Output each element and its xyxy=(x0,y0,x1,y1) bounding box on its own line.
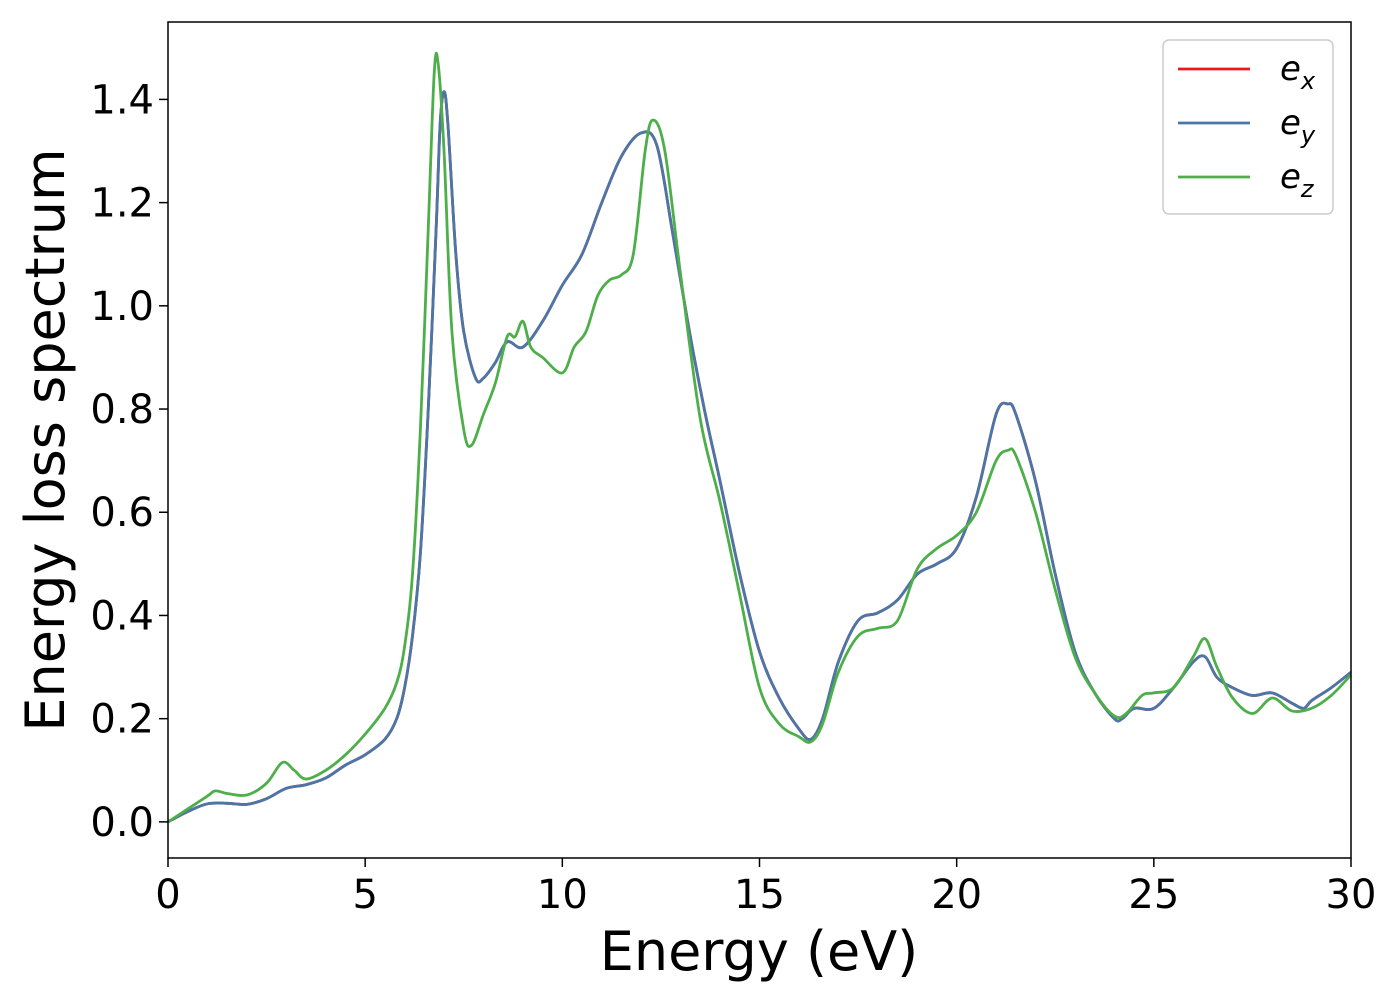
x-tick-label: 20 xyxy=(931,872,982,918)
y-tick-label: 1.4 xyxy=(90,77,154,123)
x-tick-label: 5 xyxy=(352,872,377,918)
x-axis-ticks: 0 5 10 15 20 25 30 xyxy=(155,858,1376,918)
x-tick-label: 25 xyxy=(1128,872,1179,918)
y-tick-label: 0.2 xyxy=(90,697,154,743)
y-tick-label: 1.2 xyxy=(90,181,154,227)
x-tick-label: 30 xyxy=(1326,872,1377,918)
x-tick-label: 15 xyxy=(734,872,785,918)
x-axis-label: Energy (eV) xyxy=(600,920,919,983)
y-axis-label: Energy loss spectrum xyxy=(14,148,77,731)
y-tick-label: 0.8 xyxy=(90,387,154,433)
series-line-ey xyxy=(168,90,1351,824)
legend-box xyxy=(1162,39,1334,215)
y-tick-label: 1.0 xyxy=(90,284,154,330)
series-line-ez xyxy=(168,51,1351,824)
x-tick-label: 0 xyxy=(155,872,180,918)
y-tick-label: 0.4 xyxy=(90,593,154,639)
y-axis-ticks: 0.0 0.2 0.4 0.6 0.8 1.0 1.2 1.4 xyxy=(90,77,168,846)
series-lines xyxy=(168,51,1351,824)
y-tick-label: 0.0 xyxy=(90,800,154,846)
x-tick-label: 10 xyxy=(537,872,588,918)
y-tick-label: 0.6 xyxy=(90,490,154,536)
